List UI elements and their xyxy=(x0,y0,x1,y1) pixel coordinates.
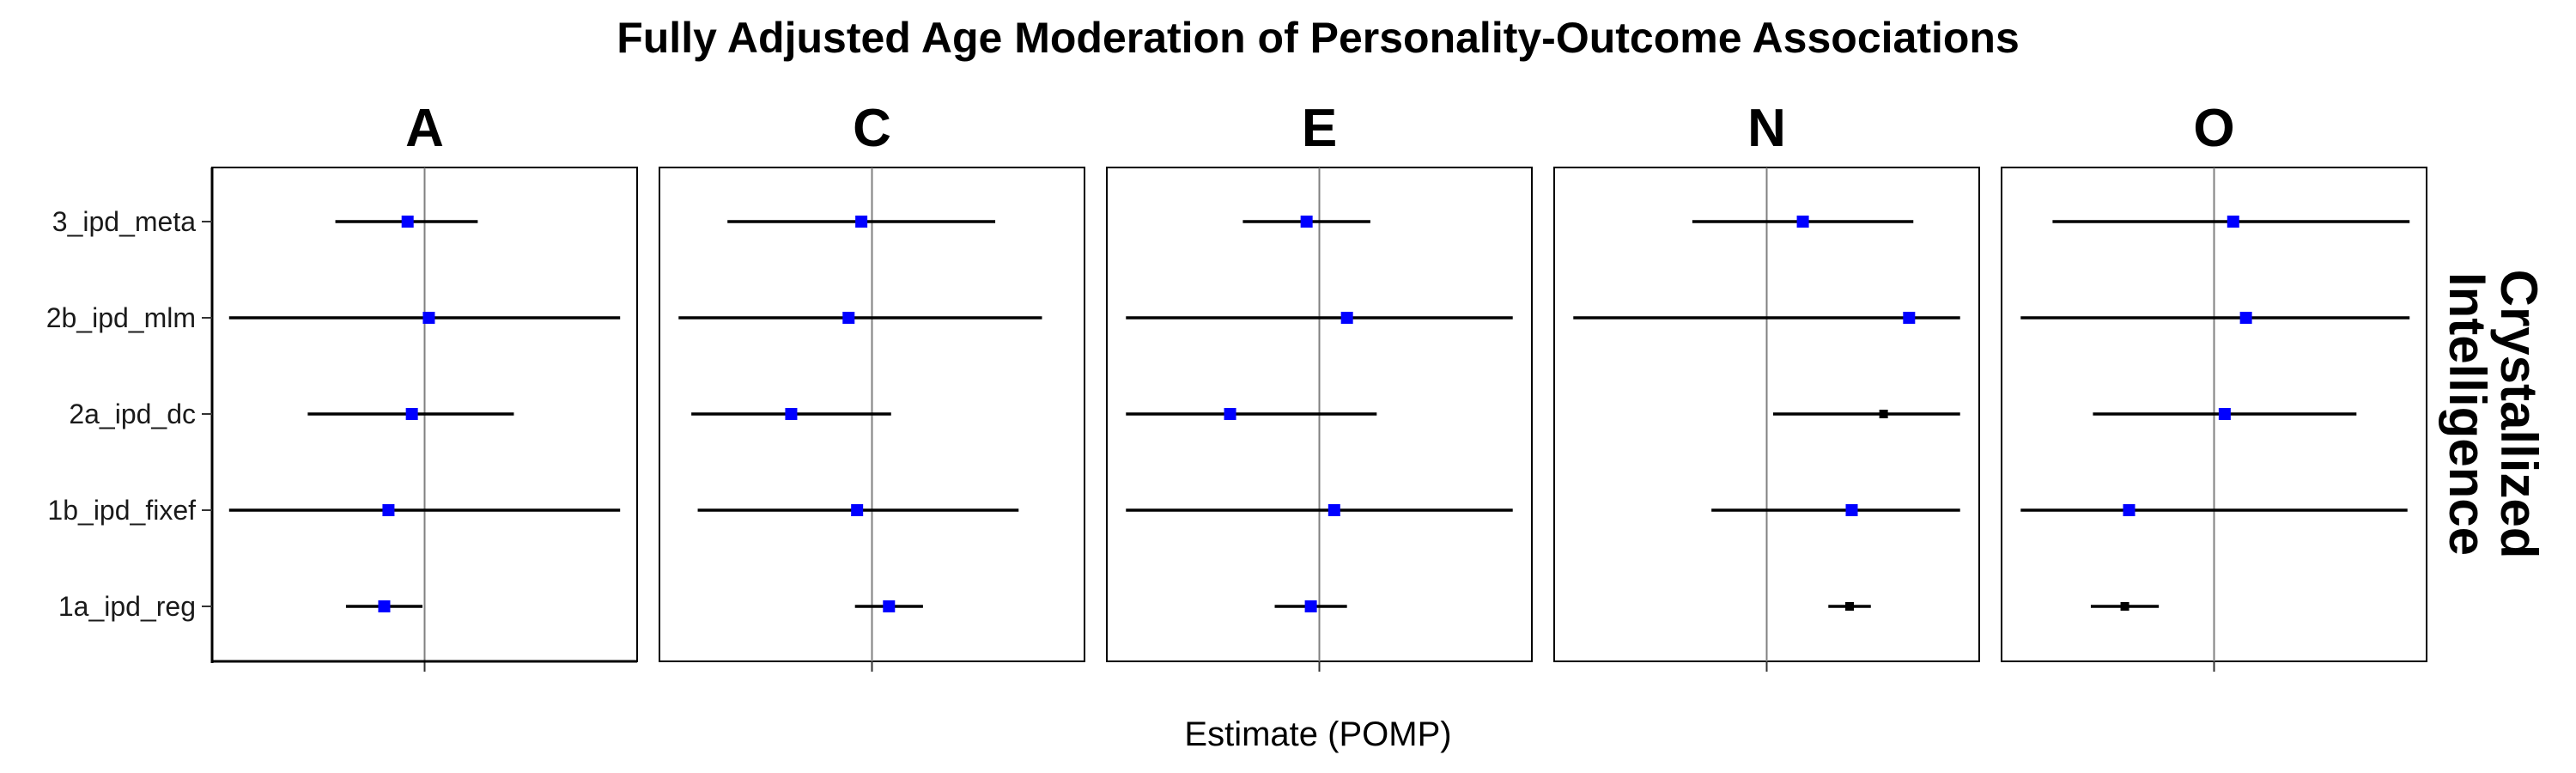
panel-E: E xyxy=(1106,99,1533,672)
facet-label-A: A xyxy=(405,99,444,158)
point-N-1b_ipd_fixef xyxy=(1845,504,1858,516)
point-O-3_ipd_meta xyxy=(2227,216,2239,228)
panel-O: O xyxy=(2001,99,2427,672)
point-N-2a_ipd_dc xyxy=(1879,410,1888,418)
point-A-3_ipd_meta xyxy=(401,216,414,228)
panel-A: A xyxy=(211,99,638,672)
point-O-1a_ipd_reg xyxy=(2120,602,2129,611)
y-axis: 3_ipd_meta 2b_ipd_mlm 2a_ipd_dc 1b_ipd_fixe… xyxy=(46,167,637,663)
point-E-3_ipd_meta xyxy=(1300,216,1313,228)
y-tick-label: 1a_ipd_reg xyxy=(58,591,196,622)
strip-label-line-1: Crystallized xyxy=(2490,270,2548,559)
point-A-1a_ipd_reg xyxy=(378,600,391,612)
facet-label-N: N xyxy=(1747,99,1786,158)
panel-N: N xyxy=(1553,99,1980,672)
strip-label-line-2: Intelligence xyxy=(2439,272,2496,556)
facet-label-C: C xyxy=(853,99,891,158)
point-A-1b_ipd_fixef xyxy=(382,504,395,516)
point-E-1b_ipd_fixef xyxy=(1327,504,1340,516)
y-tick-label: 2a_ipd_dc xyxy=(69,399,196,429)
x-axis-label: Estimate (POMP) xyxy=(1184,715,1451,753)
y-tick-label: 3_ipd_meta xyxy=(52,206,196,237)
point-E-2a_ipd_dc xyxy=(1224,408,1236,420)
point-C-2b_ipd_mlm xyxy=(842,312,855,324)
point-C-1a_ipd_reg xyxy=(883,600,896,612)
point-C-2a_ipd_dc xyxy=(785,408,798,420)
point-C-3_ipd_meta xyxy=(855,216,868,228)
point-N-3_ipd_meta xyxy=(1796,216,1809,228)
point-O-2b_ipd_mlm xyxy=(2239,312,2252,324)
point-O-1b_ipd_fixef xyxy=(2123,504,2136,516)
facet-label-O: O xyxy=(2193,99,2234,158)
y-tick-label: 1b_ipd_fixef xyxy=(47,495,196,526)
point-A-2b_ipd_mlm xyxy=(422,312,435,324)
facet-label-E: E xyxy=(1302,99,1337,158)
point-E-2b_ipd_mlm xyxy=(1340,312,1353,324)
y-tick-label: 2b_ipd_mlm xyxy=(46,302,196,333)
chart-title: Fully Adjusted Age Moderation of Persona… xyxy=(617,14,2020,62)
point-N-1a_ipd_reg xyxy=(1845,602,1855,611)
panel-C: C xyxy=(659,99,1085,672)
point-A-2a_ipd_dc xyxy=(405,408,418,420)
point-C-1b_ipd_fixef xyxy=(851,504,864,516)
point-O-2a_ipd_dc xyxy=(2218,408,2231,420)
point-E-1a_ipd_reg xyxy=(1304,600,1317,612)
point-N-2b_ipd_mlm xyxy=(1903,312,1916,324)
